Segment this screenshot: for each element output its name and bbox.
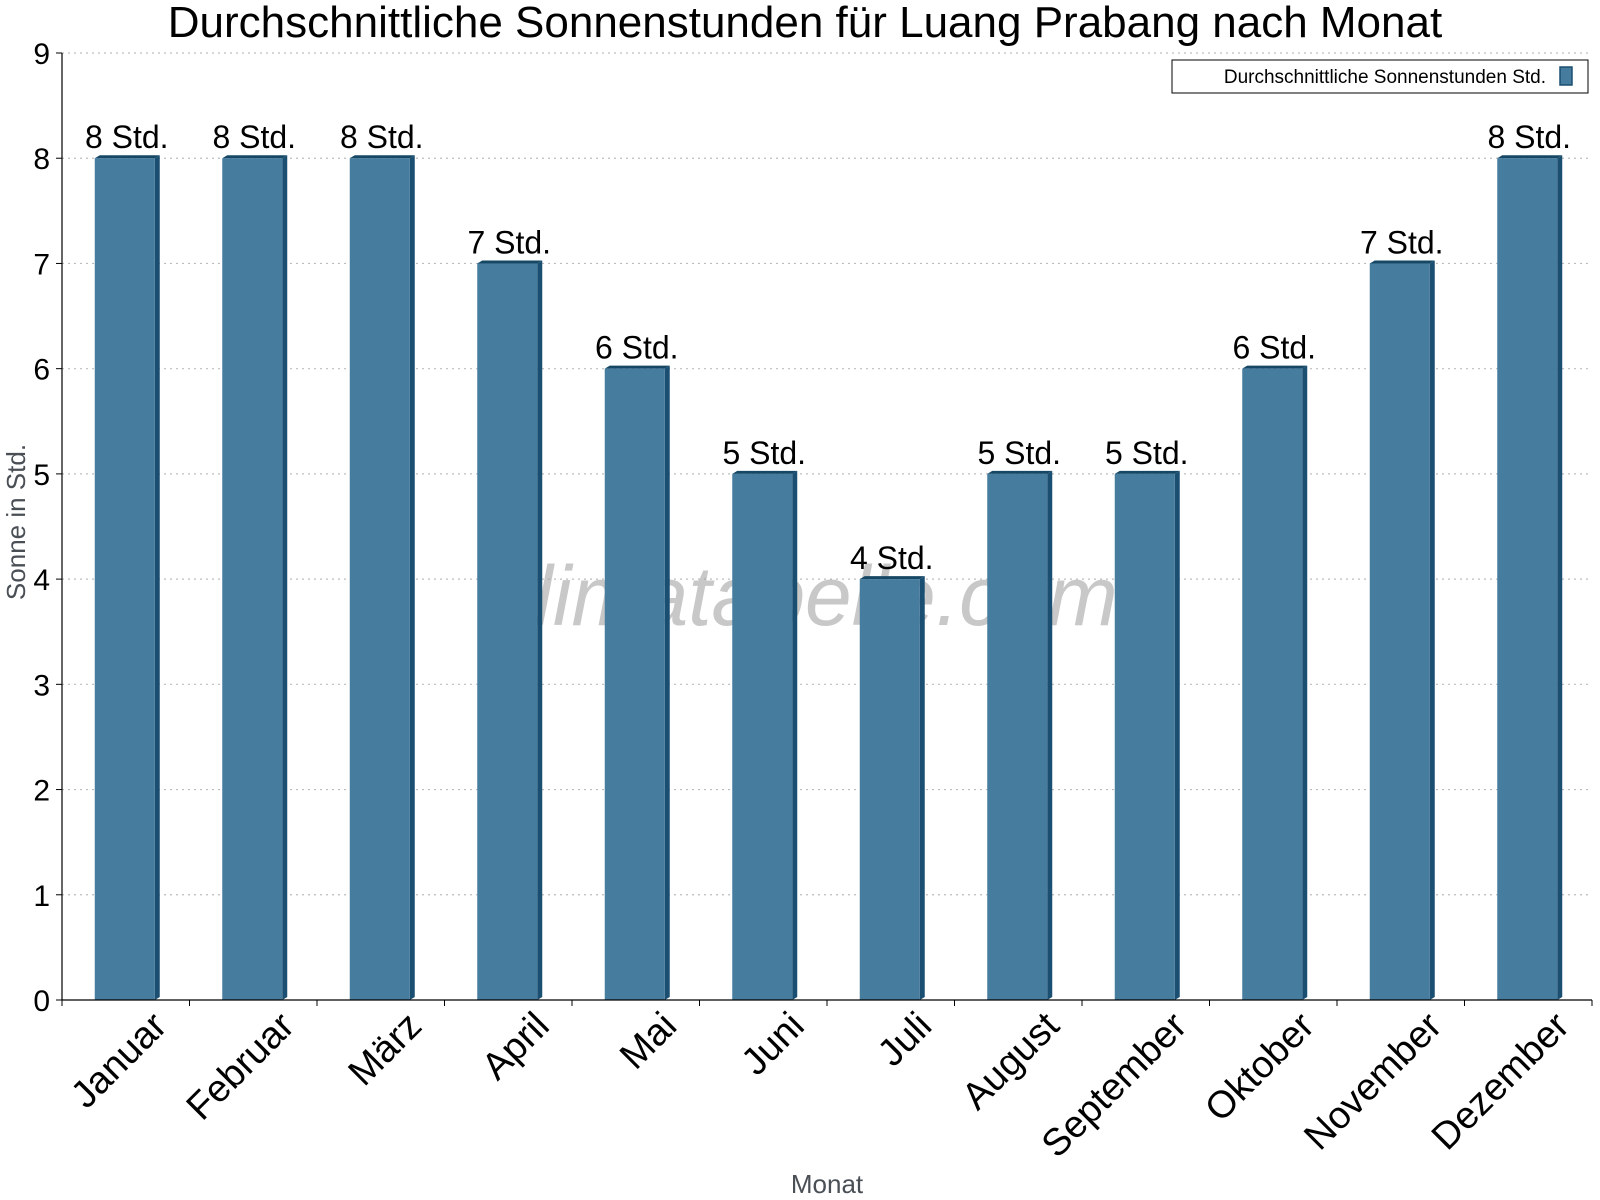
bar-top-9 xyxy=(1114,470,1180,474)
bar-front-6 xyxy=(732,473,793,1000)
bar-top-6 xyxy=(732,470,798,474)
legend-label: Durchschnittliche Sonnenstunden Std. xyxy=(1224,67,1546,88)
bar-front-5 xyxy=(604,368,665,1001)
legend: Durchschnittliche Sonnenstunden Std. xyxy=(1171,59,1589,94)
bar-top-5 xyxy=(604,365,670,369)
y-tick-label-0: 0 xyxy=(33,985,50,1018)
data-label-8: 5 Std. xyxy=(977,435,1061,471)
bar-7 xyxy=(859,576,925,1000)
bar-side-9 xyxy=(1174,470,1180,1000)
bar-9 xyxy=(1114,470,1180,1000)
bar-front-4 xyxy=(477,263,538,1000)
bar-top-2 xyxy=(222,155,288,159)
bar-front-10 xyxy=(1242,368,1303,1001)
bar-front-3 xyxy=(349,158,410,1000)
bar-front-12 xyxy=(1497,158,1558,1000)
data-label-3: 8 Std. xyxy=(340,119,424,155)
data-label-12: 8 Std. xyxy=(1487,119,1571,155)
x-tick-label-11: November xyxy=(1296,1004,1450,1158)
data-label-5: 6 Std. xyxy=(595,330,679,366)
data-label-2: 8 Std. xyxy=(212,119,296,155)
bar-side-4 xyxy=(537,260,543,1000)
y-tick-label-9: 9 xyxy=(33,38,50,71)
bar-top-7 xyxy=(859,576,925,580)
bar-front-11 xyxy=(1369,263,1430,1000)
bar-top-8 xyxy=(987,470,1053,474)
legend-swatch xyxy=(1559,66,1573,86)
bar-5 xyxy=(604,365,670,1001)
bar-side-8 xyxy=(1047,470,1053,1000)
bar-side-11 xyxy=(1429,260,1435,1000)
y-tick-label-5: 5 xyxy=(33,459,50,492)
x-tick-label-4: April xyxy=(474,1005,557,1088)
bar-top-12 xyxy=(1497,155,1563,159)
y-tick-label-7: 7 xyxy=(33,248,50,281)
data-label-7: 4 Std. xyxy=(850,540,934,576)
data-label-6: 5 Std. xyxy=(722,435,806,471)
bar-side-10 xyxy=(1302,365,1308,1001)
bar-top-4 xyxy=(477,260,543,264)
data-label-1: 8 Std. xyxy=(85,119,169,155)
chart-title: Durchschnittliche Sonnenstunden für Luan… xyxy=(168,0,1442,47)
bar-8 xyxy=(987,470,1053,1000)
bar-top-10 xyxy=(1242,365,1308,369)
bar-1 xyxy=(94,155,160,1000)
y-tick-label-1: 1 xyxy=(33,880,50,913)
bar-side-12 xyxy=(1557,155,1563,1000)
bar-front-8 xyxy=(987,473,1048,1000)
data-label-4: 7 Std. xyxy=(467,224,551,260)
bar-6 xyxy=(732,470,798,1000)
bar-side-6 xyxy=(792,470,798,1000)
legend-box xyxy=(1171,59,1589,94)
bar-12 xyxy=(1497,155,1563,1000)
bar-side-1 xyxy=(154,155,160,1000)
bar-11 xyxy=(1369,260,1435,1000)
y-tick-label-3: 3 xyxy=(33,669,50,702)
y-tick-label-2: 2 xyxy=(33,775,50,808)
bar-top-1 xyxy=(94,155,160,159)
x-tick-label-12: Dezember xyxy=(1424,1004,1578,1158)
bar-3 xyxy=(349,155,415,1000)
y-axis-label: Sonne in Std. xyxy=(1,444,31,600)
bar-side-2 xyxy=(282,155,288,1000)
y-tick-label-8: 8 xyxy=(33,143,50,176)
x-tick-label-1: Januar xyxy=(63,1004,175,1116)
x-axis-label: Monat xyxy=(791,1169,864,1199)
bar-2 xyxy=(222,155,288,1000)
bar-top-11 xyxy=(1369,260,1435,264)
x-tick-label-8: August xyxy=(954,1004,1068,1118)
x-tick-label-5: Mai xyxy=(612,1005,685,1078)
bar-side-7 xyxy=(919,576,925,1000)
bar-side-5 xyxy=(664,365,670,1001)
x-tick-label-3: März xyxy=(341,1005,430,1094)
bar-front-2 xyxy=(222,158,283,1000)
bar-side-3 xyxy=(409,155,415,1000)
bar-front-9 xyxy=(1114,473,1175,1000)
x-tick-label-10: Oktober xyxy=(1197,1004,1323,1130)
data-label-11: 7 Std. xyxy=(1360,224,1444,260)
x-tick-label-6: Juni xyxy=(734,1005,813,1084)
data-label-9: 5 Std. xyxy=(1105,435,1189,471)
y-tick-label-4: 4 xyxy=(33,564,50,597)
x-tick-label-7: Juli xyxy=(870,1005,940,1075)
y-tick-label-6: 6 xyxy=(33,354,50,387)
bar-top-3 xyxy=(349,155,415,159)
bar-4 xyxy=(477,260,543,1000)
bar-front-1 xyxy=(94,158,155,1000)
bar-10 xyxy=(1242,365,1308,1001)
data-label-10: 6 Std. xyxy=(1232,330,1316,366)
x-tick-label-2: Februar xyxy=(179,1004,303,1128)
bar-front-7 xyxy=(859,579,920,1000)
